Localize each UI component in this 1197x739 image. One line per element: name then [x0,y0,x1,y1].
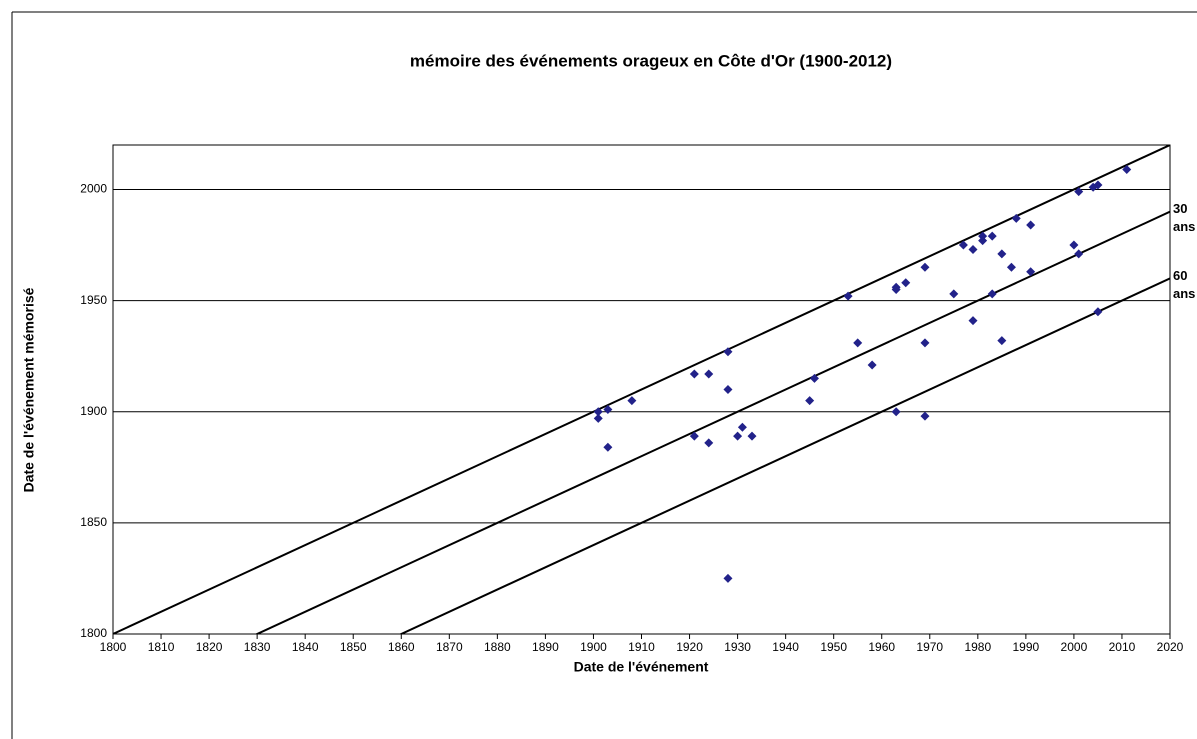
x-tick-label: 2010 [1109,640,1136,654]
point [968,316,978,326]
point [737,422,747,432]
x-tick-label: 2000 [1061,640,1088,654]
point [958,240,968,250]
point [627,396,637,406]
point [867,360,877,370]
point [891,407,901,417]
x-tick-label: 1820 [196,640,223,654]
x-axis-title: Date de l'événement [574,659,709,675]
reference-label: 30 [1173,201,1187,216]
x-tick-label: 1960 [868,640,895,654]
x-tick-label: 1940 [772,640,799,654]
point [1074,249,1084,259]
x-tick-label: 1890 [532,640,559,654]
reference-line [113,145,1170,634]
x-tick-label: 1870 [436,640,463,654]
x-tick-label: 1980 [964,640,991,654]
point [747,431,757,441]
point [968,244,978,254]
x-tick-label: 1880 [484,640,511,654]
point [843,291,853,301]
y-tick-label: 1900 [80,404,107,418]
point [1011,213,1021,223]
y-tick-label: 1800 [80,626,107,640]
point [1093,180,1103,190]
reference-label: 60 [1173,268,1187,283]
y-axis-title: Date de l'événement mémorisé [21,287,37,492]
point [891,284,901,294]
x-tick-label: 2020 [1157,640,1184,654]
reference-label: ans [1173,286,1195,301]
point [949,289,959,299]
y-tick-label: 1850 [80,515,107,529]
point [978,236,988,246]
point [1122,164,1132,174]
point [805,396,815,406]
x-tick-label: 1920 [676,640,703,654]
point [593,407,603,417]
point [704,438,714,448]
point [723,347,733,357]
point [920,411,930,421]
point [920,262,930,272]
point [723,573,733,583]
point [1026,267,1036,277]
x-tick-label: 1810 [148,640,175,654]
point [809,373,819,383]
point [723,385,733,394]
x-tick-label: 1840 [292,640,319,654]
x-tick-label: 1800 [100,640,127,654]
point [1006,262,1016,272]
y-tick-label: 1950 [80,293,107,307]
point [1069,240,1079,250]
point [593,413,603,423]
x-tick-label: 1990 [1013,640,1040,654]
point [1026,220,1036,230]
x-tick-label: 1970 [916,640,943,654]
x-tick-label: 1900 [580,640,607,654]
point [997,249,1007,259]
y-tick-label: 2000 [80,182,107,196]
point [689,369,699,379]
point [689,431,699,441]
point [987,289,997,299]
x-tick-label: 1830 [244,640,271,654]
point [1093,307,1103,317]
point [920,338,930,348]
x-tick-label: 1860 [388,640,415,654]
reference-line [254,210,1170,634]
reference-label: ans [1173,219,1195,234]
point [997,336,1007,346]
point [987,231,997,241]
reference-line [398,277,1170,634]
point [603,442,613,452]
point [704,369,714,379]
point [853,338,863,348]
x-tick-label: 1850 [340,640,367,654]
x-tick-label: 1930 [724,640,751,654]
point [733,431,743,441]
point [901,278,911,288]
point [1074,187,1084,197]
chart-title: mémoire des événements orageux en Côte d… [410,51,892,70]
x-tick-label: 1950 [820,640,847,654]
point [603,405,613,415]
x-tick-label: 1910 [628,640,655,654]
